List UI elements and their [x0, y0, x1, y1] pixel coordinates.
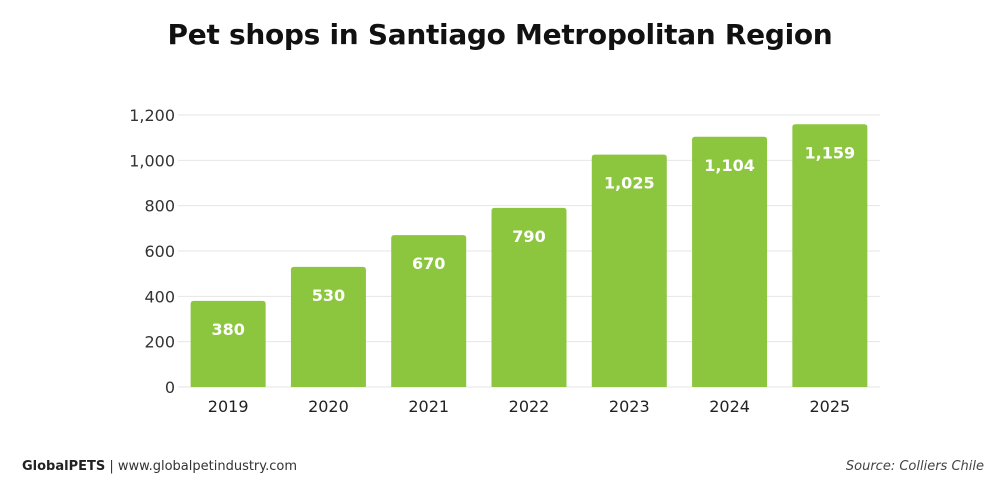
footer-source: Source: Colliers Chile: [845, 459, 984, 474]
y-tick-label: 0: [165, 378, 175, 397]
x-tick-label: 2025: [809, 397, 850, 416]
bar-value-label: 530: [312, 286, 345, 305]
bar-value-label: 790: [512, 227, 545, 246]
bar-2023: [591, 154, 667, 387]
footer-credit: GlobalPETS | www.globalpetindustry.com: [22, 459, 297, 474]
chart-title: Pet shops in Santiago Metropolitan Regio…: [167, 18, 833, 51]
footer-separator: |: [105, 459, 118, 474]
footer-url: www.globalpetindustry.com: [117, 459, 298, 474]
x-tick-label: 2021: [408, 397, 449, 416]
bar-2021: [391, 235, 467, 387]
y-tick-label: 1,000: [129, 151, 175, 170]
bar-2019: [190, 300, 266, 387]
y-tick-label: 1,200: [129, 106, 175, 125]
x-tick-label: 2024: [709, 397, 750, 416]
y-axis-ticks: 0 200 400 600 800 1,000 1,200: [129, 106, 175, 397]
bar-2025: [792, 124, 868, 387]
bar-value-label: 670: [412, 254, 445, 273]
y-tick-label: 800: [144, 197, 175, 216]
x-tick-label: 2023: [609, 397, 650, 416]
bar-2022: [491, 207, 567, 387]
x-tick-label: 2022: [509, 397, 550, 416]
footer-brand: GlobalPETS: [22, 459, 106, 474]
bar-value-label: 380: [211, 320, 244, 339]
x-tick-label: 2020: [308, 397, 349, 416]
bar-value-label: 1,159: [805, 143, 856, 162]
x-axis-ticks: 2019 2020 2021 2022 2023 2024 2025: [208, 397, 850, 416]
bar-value-label: 1,104: [704, 156, 755, 175]
bars: 380 530 670 790 1,025 1,104 1,159: [190, 124, 868, 387]
bar-2024: [692, 136, 768, 387]
bar-value-label: 1,025: [604, 174, 655, 193]
y-tick-label: 200: [144, 333, 175, 352]
y-tick-label: 400: [144, 287, 175, 306]
bar-2020: [290, 266, 366, 387]
x-tick-label: 2019: [208, 397, 249, 416]
y-tick-label: 600: [144, 242, 175, 261]
